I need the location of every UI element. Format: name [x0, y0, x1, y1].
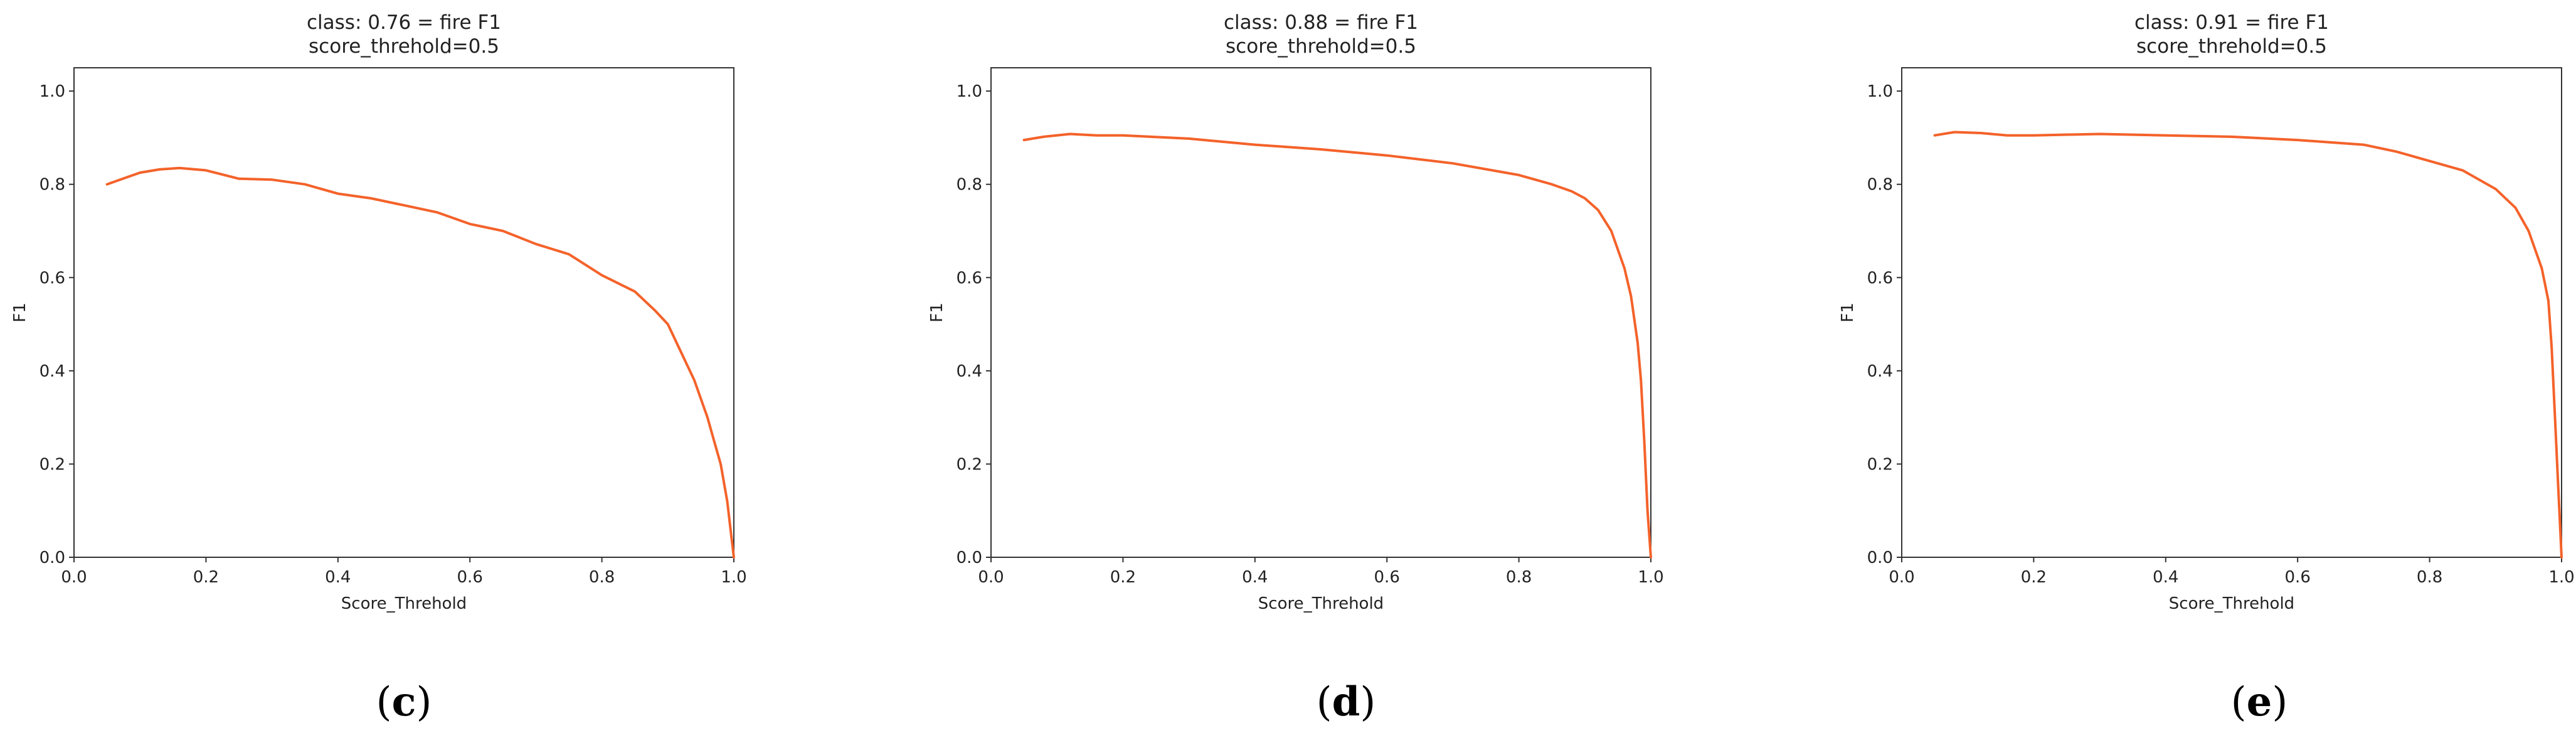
chart-e-x-tick-label: 0.6: [2285, 568, 2311, 587]
chart-d-x-tick-label: 0.4: [1242, 568, 1268, 587]
chart-e-panel-label: (e): [2231, 678, 2288, 725]
chart-d-y-tick-label: 0.0: [957, 548, 982, 567]
chart-e-x-tick-label: 0.0: [1889, 568, 1914, 587]
chart-c-y-axis-label: F1: [11, 302, 29, 323]
chart-c-title-line-2: score_threhold=0.5: [309, 35, 499, 58]
chart-d-f1-line: [1022, 132, 1652, 559]
chart-c-y-tick-label: 0.0: [40, 548, 65, 567]
chart-c-x-tick-label: 0.2: [193, 568, 219, 587]
chart-d-plot-frame: [990, 67, 1651, 558]
chart-e-title-line-2: score_threhold=0.5: [2136, 35, 2327, 58]
chart-e-y-tick-label: 0.2: [1867, 455, 1893, 474]
chart-c-y-tick-label: 0.4: [40, 362, 65, 381]
chart-e-y-tick-label: 0.4: [1867, 362, 1893, 381]
chart-c-title-line-1: class: 0.76 = fire F1: [307, 11, 501, 34]
chart-d-y-tick-label: 0.4: [957, 362, 982, 381]
chart-c-x-tick-label: 0.4: [325, 568, 351, 587]
chart-d-y-tick-label: 1.0: [957, 82, 982, 101]
chart-e-x-tick-label: 1.0: [2548, 568, 2574, 587]
chart-d-y-axis-label: F1: [928, 302, 946, 323]
chart-c-f1-line: [105, 166, 735, 559]
chart-d-x-tick-label: 0.8: [1506, 568, 1532, 587]
chart-e-f1-line: [1933, 131, 2563, 559]
chart-e-x-tick-label: 0.2: [2021, 568, 2047, 587]
chart-e-y-axis-label: F1: [1838, 302, 1857, 323]
chart-d-x-tick-label: 0.6: [1374, 568, 1400, 587]
chart-d-x-tick-label: 0.2: [1110, 568, 1136, 587]
chart-e-title-line-1: class: 0.91 = fire F1: [2134, 11, 2329, 34]
chart-e-y-tick-label: 1.0: [1867, 82, 1893, 101]
chart-e-x-tick-label: 0.8: [2417, 568, 2442, 587]
chart-d-y-tick-label: 0.2: [957, 455, 982, 474]
chart-c-x-axis-label: Score_Threhold: [341, 594, 467, 613]
chart-c-y-tick-label: 0.8: [40, 176, 65, 195]
chart-d-y-tick-label: 0.8: [957, 176, 982, 195]
chart-e-y-tick-label: 0.6: [1867, 269, 1893, 287]
chart-c-y-tick-label: 1.0: [40, 82, 65, 101]
chart-e-y-tick-label: 0.8: [1867, 176, 1893, 195]
chart-d-title-line-1: class: 0.88 = fire F1: [1224, 11, 1418, 34]
chart-c-panel-label: (c): [376, 678, 432, 725]
chart-e-y-tick-label: 0.0: [1867, 548, 1893, 567]
chart-c-x-tick-label: 0.0: [61, 568, 87, 587]
chart-d-title-line-2: score_threhold=0.5: [1226, 35, 1416, 58]
chart-c-x-tick-label: 1.0: [721, 568, 746, 587]
chart-d-panel-label: (d): [1317, 678, 1376, 725]
chart-e-plot-frame: [1901, 67, 2562, 558]
chart-c-y-tick-label: 0.6: [40, 269, 65, 287]
chart-d-x-tick-label: 0.0: [978, 568, 1004, 587]
chart-c-x-tick-label: 0.6: [457, 568, 483, 587]
chart-c-x-tick-label: 0.8: [589, 568, 615, 587]
chart-c-y-tick-label: 0.2: [40, 455, 65, 474]
chart-d-x-axis-label: Score_Threhold: [1258, 594, 1384, 613]
chart-e-x-axis-label: Score_Threhold: [2169, 594, 2294, 613]
chart-c-plot-frame: [73, 67, 734, 558]
chart-d-x-tick-label: 1.0: [1638, 568, 1663, 587]
chart-e-x-tick-label: 0.4: [2153, 568, 2178, 587]
chart-d-y-tick-label: 0.6: [957, 269, 982, 287]
